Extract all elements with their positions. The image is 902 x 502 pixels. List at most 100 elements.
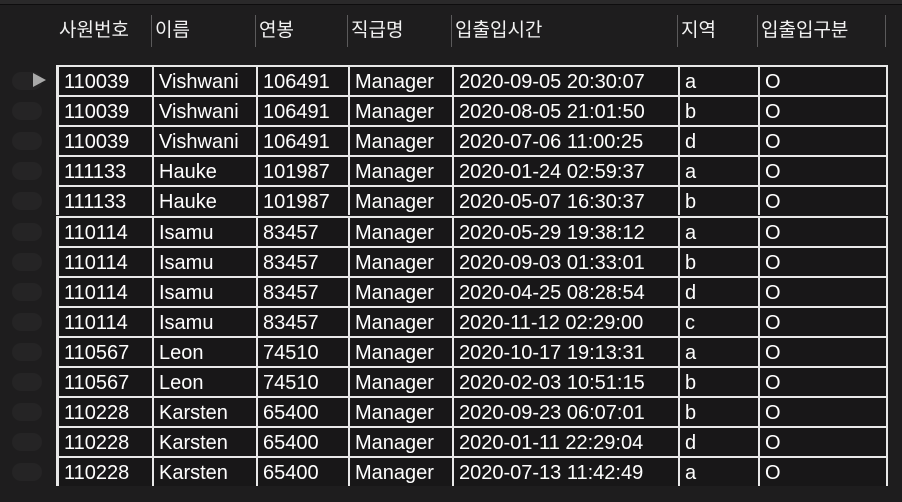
salary-cell[interactable]: 83457: [256, 245, 348, 276]
access-type-cell[interactable]: O: [758, 125, 886, 156]
salary-cell[interactable]: 65400: [256, 396, 348, 427]
employee-number-cell[interactable]: 110567: [56, 335, 152, 366]
title-cell[interactable]: Manager: [348, 335, 452, 366]
table-row[interactable]: 110228 Karsten 65400 Manager 2020-09-23 06:0…: [0, 396, 902, 427]
salary-cell[interactable]: 106491: [256, 95, 348, 126]
employee-number-cell[interactable]: 110228: [56, 456, 152, 487]
region-cell[interactable]: c: [678, 305, 758, 336]
table-row[interactable]: 110567 Leon 74510 Manager 2020-10-17 19:13:3…: [0, 335, 902, 366]
access-type-cell[interactable]: O: [758, 155, 886, 186]
name-cell[interactable]: Karsten: [152, 396, 256, 427]
name-cell[interactable]: Leon: [152, 366, 256, 396]
salary-cell[interactable]: 106491: [256, 125, 348, 156]
region-cell[interactable]: d: [678, 426, 758, 457]
region-cell[interactable]: a: [678, 335, 758, 366]
row-header[interactable]: [0, 426, 56, 456]
access-type-cell[interactable]: O: [758, 185, 886, 216]
access-type-cell[interactable]: O: [758, 366, 886, 396]
name-cell[interactable]: Hauke: [152, 185, 256, 216]
access-type-cell[interactable]: O: [758, 335, 886, 366]
employee-number-cell[interactable]: 111133: [56, 155, 152, 186]
table-row[interactable]: 110114 Isamu 83457 Manager 2020-11-12 02:29:…: [0, 305, 902, 336]
employee-number-cell[interactable]: 110039: [56, 65, 152, 95]
access-time-cell[interactable]: 2020-08-05 21:01:50: [452, 95, 678, 126]
region-cell[interactable]: b: [678, 185, 758, 216]
title-cell[interactable]: Manager: [348, 305, 452, 336]
employee-number-cell[interactable]: 110039: [56, 125, 152, 156]
name-cell[interactable]: Isamu: [152, 305, 256, 336]
salary-cell[interactable]: 65400: [256, 426, 348, 457]
table-row[interactable]: 110114 Isamu 83457 Manager 2020-09-03 01:33:…: [0, 245, 902, 276]
employee-number-cell[interactable]: 111133: [56, 185, 152, 216]
access-time-cell[interactable]: 2020-05-07 16:30:37: [452, 185, 678, 216]
title-cell[interactable]: Manager: [348, 215, 452, 246]
access-type-cell[interactable]: O: [758, 396, 886, 427]
title-cell[interactable]: Manager: [348, 396, 452, 427]
employee-number-cell[interactable]: 110228: [56, 396, 152, 427]
title-cell[interactable]: Manager: [348, 426, 452, 457]
access-time-cell[interactable]: 2020-07-13 11:42:49: [452, 456, 678, 487]
access-time-cell[interactable]: 2020-09-05 20:30:07: [452, 65, 678, 95]
column-header-title[interactable]: 직급명: [348, 15, 452, 47]
salary-cell[interactable]: 83457: [256, 215, 348, 246]
row-header[interactable]: [0, 95, 56, 125]
column-header-name[interactable]: 이름: [152, 15, 256, 47]
row-header[interactable]: [0, 185, 56, 215]
table-row[interactable]: 110228 Karsten 65400 Manager 2020-01-11 22:2…: [0, 426, 902, 457]
region-cell[interactable]: a: [678, 456, 758, 487]
access-type-cell[interactable]: O: [758, 215, 886, 246]
access-type-cell[interactable]: O: [758, 456, 886, 487]
salary-cell[interactable]: 83457: [256, 305, 348, 336]
table-row[interactable]: 111133 Hauke 101987 Manager 2020-01-24 02:59…: [0, 155, 902, 186]
name-cell[interactable]: Leon: [152, 335, 256, 366]
salary-cell[interactable]: 83457: [256, 275, 348, 306]
region-cell[interactable]: a: [678, 215, 758, 246]
column-header-employee-number[interactable]: 사원번호: [56, 15, 152, 47]
row-header[interactable]: [0, 366, 56, 396]
employee-number-cell[interactable]: 110228: [56, 426, 152, 457]
row-header[interactable]: [0, 216, 56, 246]
region-cell[interactable]: b: [678, 245, 758, 276]
table-row[interactable]: 110039 Vishwani 106491 Manager 2020-07-06 11…: [0, 125, 902, 156]
access-type-cell[interactable]: O: [758, 275, 886, 306]
column-header-access-time[interactable]: 입출입시간: [452, 15, 678, 47]
row-header[interactable]: [0, 276, 56, 306]
row-header[interactable]: [0, 155, 56, 185]
access-type-cell[interactable]: O: [758, 426, 886, 457]
column-header-salary[interactable]: 연봉: [256, 15, 348, 47]
table-row[interactable]: 111133 Hauke 101987 Manager 2020-05-07 16:30…: [0, 185, 902, 216]
row-header[interactable]: [0, 306, 56, 336]
access-time-cell[interactable]: 2020-09-23 06:07:01: [452, 396, 678, 427]
access-type-cell[interactable]: O: [758, 95, 886, 126]
title-cell[interactable]: Manager: [348, 155, 452, 186]
name-cell[interactable]: Karsten: [152, 456, 256, 487]
region-cell[interactable]: a: [678, 155, 758, 186]
region-cell[interactable]: d: [678, 275, 758, 306]
row-header[interactable]: [0, 65, 56, 95]
title-cell[interactable]: Manager: [348, 245, 452, 276]
region-cell[interactable]: b: [678, 396, 758, 427]
title-cell[interactable]: Manager: [348, 185, 452, 216]
salary-cell[interactable]: 101987: [256, 185, 348, 216]
region-cell[interactable]: d: [678, 125, 758, 156]
access-time-cell[interactable]: 2020-05-29 19:38:12: [452, 215, 678, 246]
table-row[interactable]: 110039 Vishwani 106491 Manager 2020-09-05 20…: [0, 65, 902, 95]
salary-cell[interactable]: 65400: [256, 456, 348, 487]
access-type-cell[interactable]: O: [758, 65, 886, 95]
region-cell[interactable]: b: [678, 95, 758, 126]
row-header[interactable]: [0, 246, 56, 276]
employee-number-cell[interactable]: 110114: [56, 305, 152, 336]
salary-cell[interactable]: 106491: [256, 65, 348, 95]
name-cell[interactable]: Isamu: [152, 215, 256, 246]
access-time-cell[interactable]: 2020-01-11 22:29:04: [452, 426, 678, 457]
name-cell[interactable]: Vishwani: [152, 65, 256, 95]
access-time-cell[interactable]: 2020-11-12 02:29:00: [452, 305, 678, 336]
name-cell[interactable]: Vishwani: [152, 95, 256, 126]
access-time-cell[interactable]: 2020-07-06 11:00:25: [452, 125, 678, 156]
title-cell[interactable]: Manager: [348, 95, 452, 126]
column-header-region[interactable]: 지역: [678, 15, 758, 47]
access-time-cell[interactable]: 2020-02-03 10:51:15: [452, 366, 678, 396]
title-cell[interactable]: Manager: [348, 366, 452, 396]
access-type-cell[interactable]: O: [758, 305, 886, 336]
name-cell[interactable]: Hauke: [152, 155, 256, 186]
